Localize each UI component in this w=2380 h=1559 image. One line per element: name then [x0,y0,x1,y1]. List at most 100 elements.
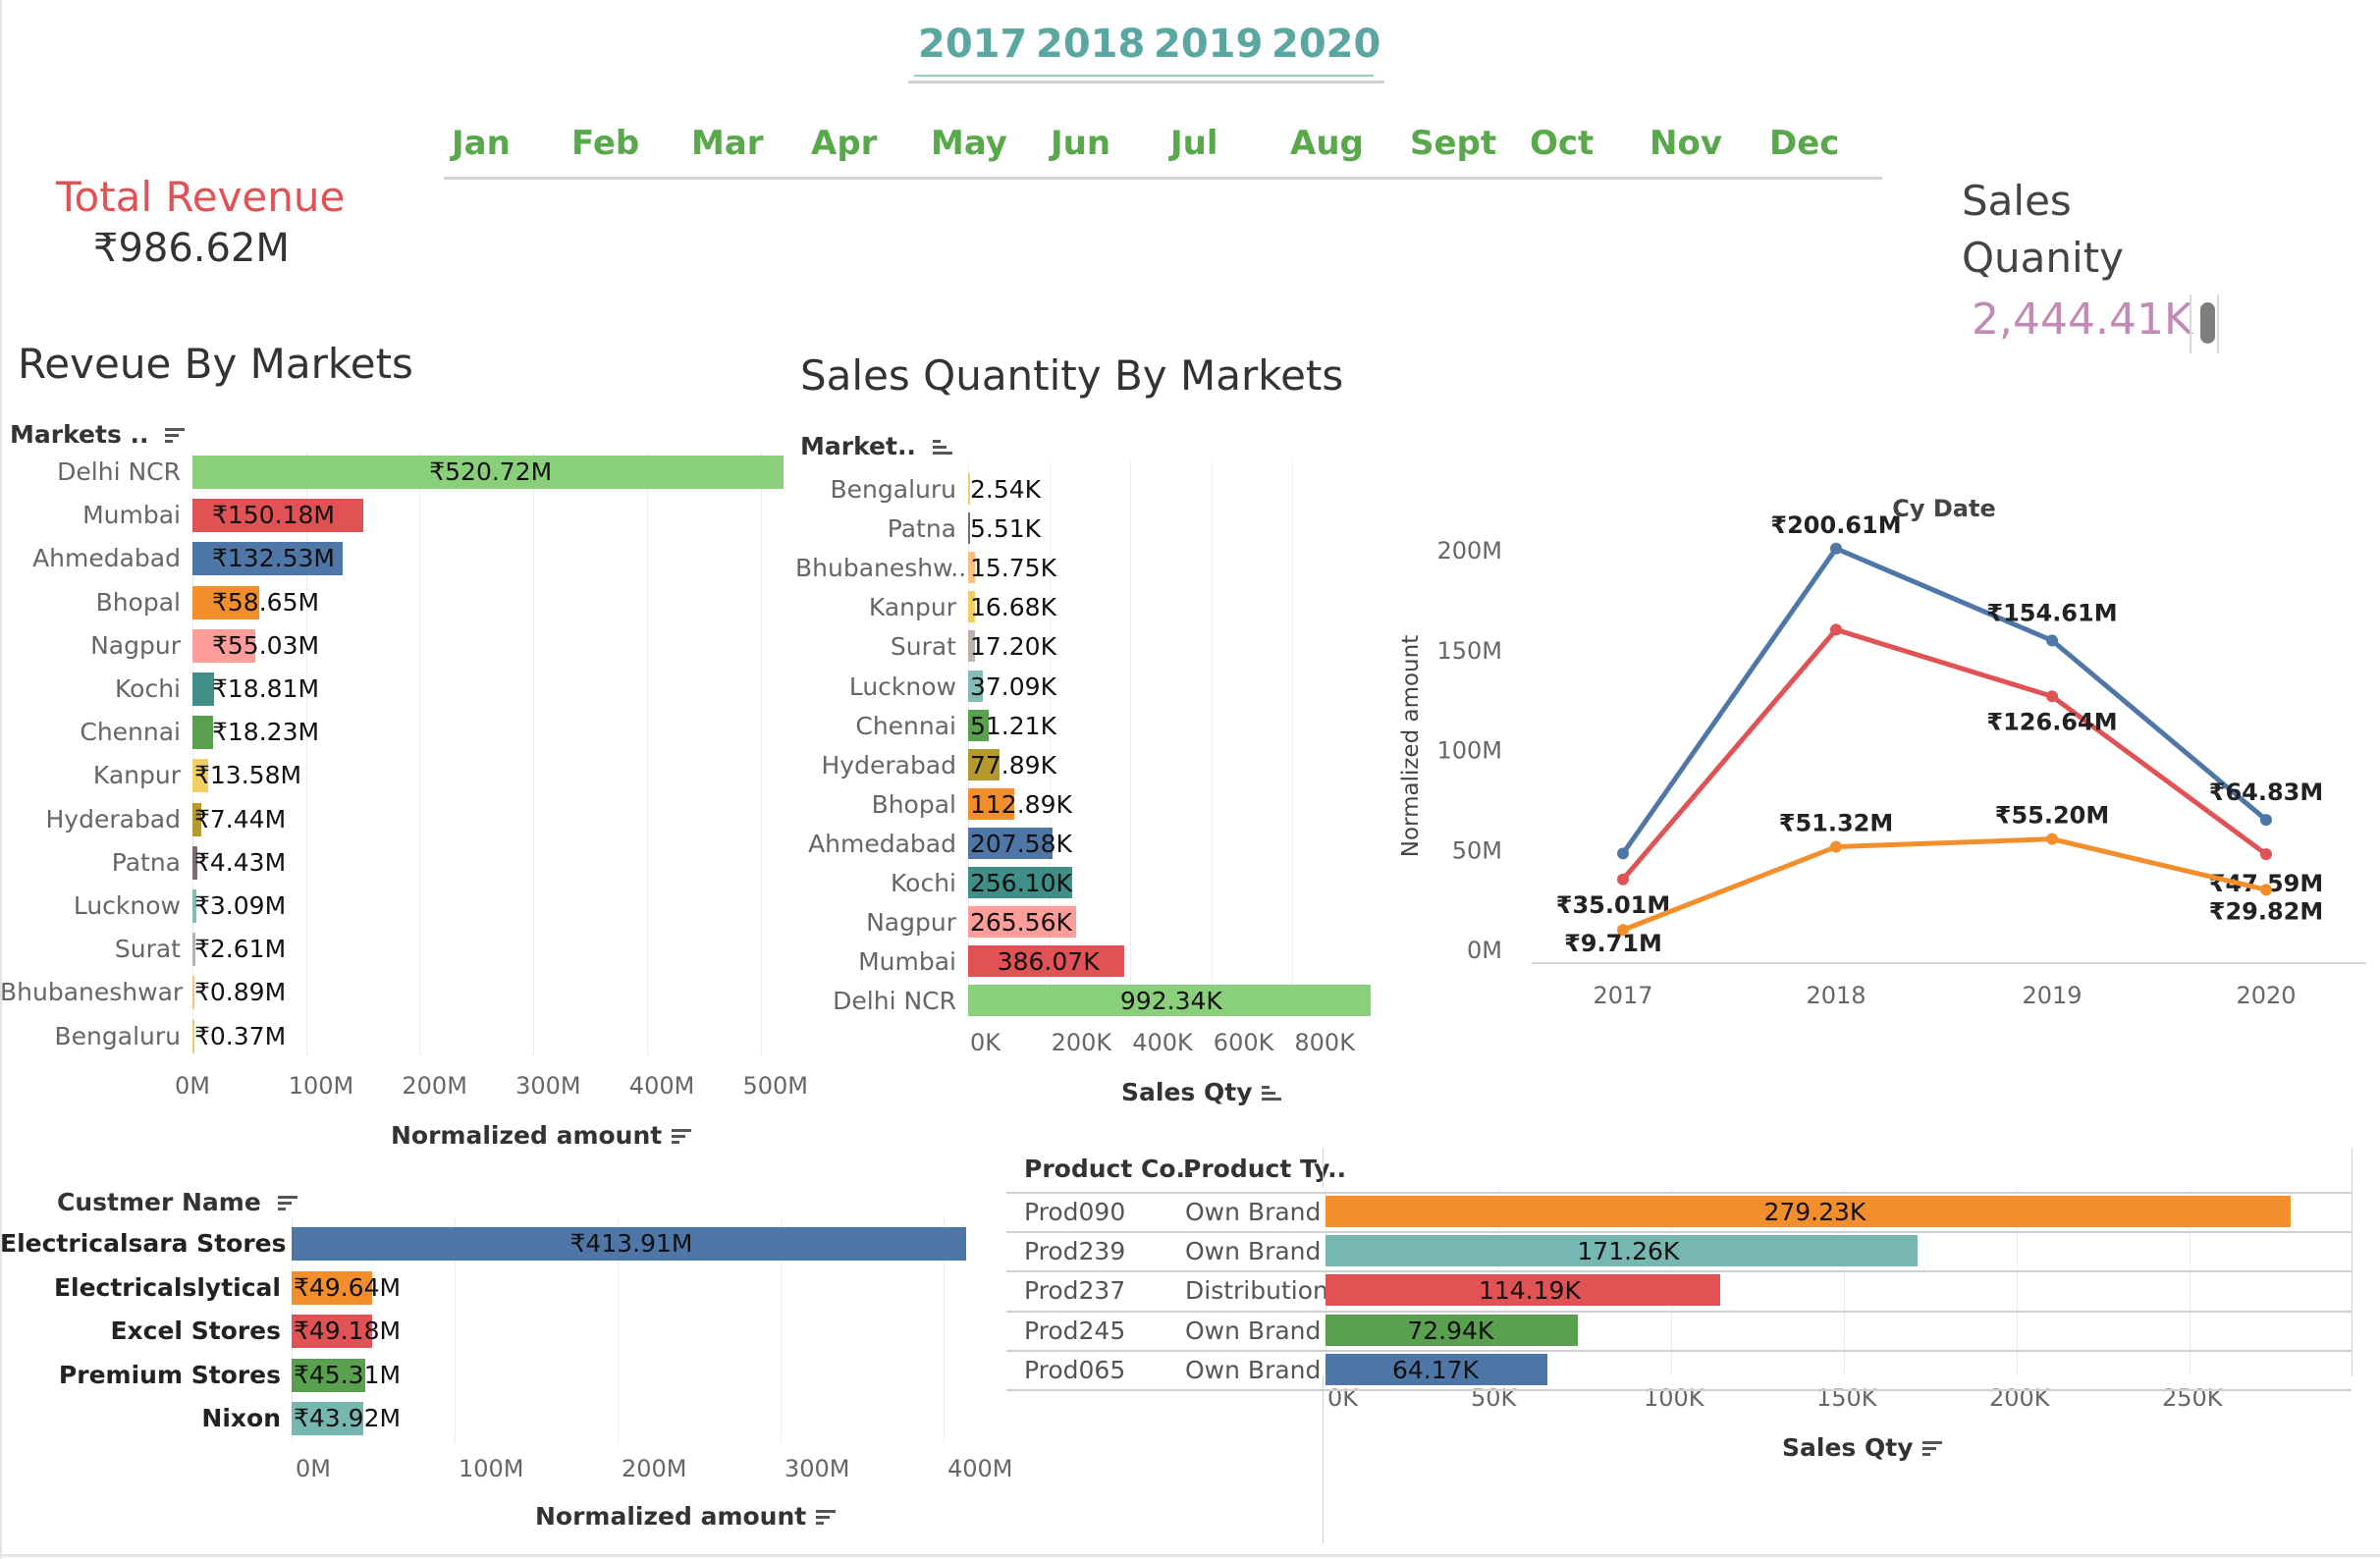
sort-icon[interactable] [816,1509,838,1527]
customer-name-column-header-label: Custmer Name [57,1188,261,1216]
x-tick-label: 2020 [2236,982,2296,1009]
sort-icon[interactable] [278,1195,299,1212]
data-label: ₹64.83M [2209,779,2324,806]
data-point [1830,841,1842,853]
customer-value-label: ₹413.91M [570,1229,693,1258]
sales-qty-value-label: 265.56K [970,908,1072,937]
markets-column-header[interactable]: Markets .. [10,420,187,449]
sales-qty-value-label: 207.58K [970,830,1072,858]
data-point [2046,833,2058,845]
sales-qty-value-label: 51.21K [970,712,1056,740]
sales-qty-value-label: 17.20K [970,632,1056,661]
table-row-divider [1006,1311,2352,1313]
customer-revenue-chart: 0M 100M 200M 300M 400M Electricalsara Stores ₹… [0,1217,1001,1551]
x-tick-label: 0M [296,1455,331,1482]
month-filter: Jan Feb Mar Apr May Jun Jul Aug Sept Oct… [444,116,1882,180]
customer-label: Electricalslytical [0,1273,281,1302]
market-label: Bhubaneshwar [0,978,181,1006]
month-apr[interactable]: Apr [811,124,877,163]
product-value-label: 114.19K [1479,1276,1581,1305]
revenue-value-label: ₹55.03M [212,631,319,660]
sort-icon[interactable] [1262,1085,1283,1102]
data-point [1617,847,1629,859]
scrollbar-thumb[interactable] [2200,302,2215,344]
market-column-header-label: Market.. [800,432,916,460]
product-code-cell: Prod239 [1024,1237,1125,1265]
data-point [2260,884,2272,895]
market-label: Ahmedabad [795,830,956,858]
customer-label: Premium Stores [0,1361,281,1389]
x-tick-label: 200K [1052,1029,1112,1056]
year-2019[interactable]: 2019 [1154,22,1263,67]
market-label: Kanpur [0,761,181,789]
customer-name-column-header[interactable]: Custmer Name [57,1188,299,1216]
data-point [1830,623,1842,635]
month-nov[interactable]: Nov [1650,124,1722,163]
series-line [1623,839,2266,931]
data-point [2046,634,2058,646]
market-label: Chennai [795,712,956,740]
gridline [1212,461,1213,1016]
x-tick-label: 400M [947,1455,1013,1482]
sales-qty-value-label: 77.89K [970,751,1056,780]
year-2018[interactable]: 2018 [1036,22,1145,67]
x-tick-label: 100M [289,1072,354,1100]
line-chart-title: Cy Date [1892,495,1995,522]
revenue-by-markets-title: Reveue By Markets [18,340,413,388]
month-may[interactable]: May [931,124,1007,163]
month-mar[interactable]: Mar [691,124,764,163]
month-aug[interactable]: Aug [1290,124,1364,163]
year-2020[interactable]: 2020 [1271,22,1380,67]
table-row-divider [1006,1192,2352,1194]
x-tick-label: 800K [1294,1029,1355,1056]
product-axis-title: Sales Qty [1782,1433,1944,1462]
month-sept[interactable]: Sept [1410,124,1496,163]
market-label: Hyderabad [795,751,956,780]
year-2017[interactable]: 2017 [918,22,1027,67]
sales-qty-value-label: 37.09K [970,672,1056,701]
revenue-value-label: ₹18.23M [212,718,319,746]
table-row-divider [1006,1389,2352,1391]
month-oct[interactable]: Oct [1530,124,1594,163]
y-tick-label: 100M [1436,737,1502,765]
x-tick-label: 2019 [2022,982,2082,1009]
revenue-bar[interactable] [192,672,214,706]
sort-icon[interactable] [672,1128,693,1146]
x-tick-label: 200M [622,1455,687,1482]
revenue-value-label: ₹3.09M [194,891,286,920]
revenue-value-label: ₹0.37M [194,1022,286,1050]
month-feb[interactable]: Feb [571,124,639,163]
sales-qty-by-markets-title: Sales Quantity By Markets [800,351,1343,400]
gridline [1292,461,1293,1016]
month-dec[interactable]: Dec [1769,124,1839,163]
sort-icon[interactable] [933,439,954,457]
x-tick-label: 600K [1214,1029,1274,1056]
sort-icon[interactable] [165,427,187,445]
revenue-by-markets-chart: 0M 100M 200M 300M 400M 500M Delhi NCR ₹520.72M M… [0,452,795,1158]
market-column-header[interactable]: Market.. [800,432,954,460]
kpi-divider-right [2217,295,2219,353]
sales-qty-value-label: 2.54K [970,475,1041,504]
revenue-bar[interactable] [192,716,213,749]
customer-axis-title-text: Normalized amount [535,1502,806,1531]
month-jul[interactable]: Jul [1170,124,1218,163]
axis-divider [1323,1376,1324,1543]
market-label: Delhi NCR [795,987,956,1015]
month-jun[interactable]: Jun [1051,124,1110,163]
sort-icon[interactable] [1922,1440,1944,1458]
year-underline [914,75,1374,77]
table-row-divider [1006,1350,2352,1352]
sales-quantity-value: 2,444.41K [1972,295,2192,345]
x-tick-label: 400M [629,1072,695,1100]
market-label: Ahmedabad [0,544,181,572]
data-label: ₹200.61M [1770,511,1901,539]
gridline [1130,461,1131,1016]
gridline [419,452,420,1055]
table-row-divider [1006,1231,2352,1233]
revenue-value-label: ₹150.18M [212,501,335,529]
month-jan[interactable]: Jan [452,124,511,163]
x-tick-label: 300M [784,1455,850,1482]
market-label: Bhubaneshw.. [795,554,956,582]
product-axis-title-text: Sales Qty [1782,1433,1913,1462]
sales-quantity-label: Sales Quanity [1962,173,2217,287]
